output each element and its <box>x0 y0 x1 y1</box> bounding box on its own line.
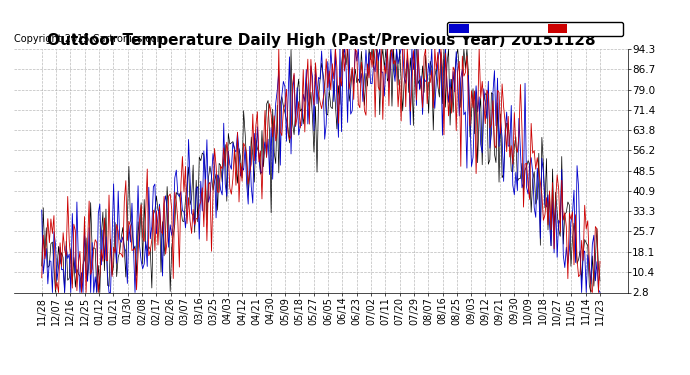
Text: Copyright 2015 Cartronics.com: Copyright 2015 Cartronics.com <box>14 34 166 44</box>
Title: Outdoor Temperature Daily High (Past/Previous Year) 20151128: Outdoor Temperature Daily High (Past/Pre… <box>46 33 595 48</box>
Legend: Previous  (°F), Past  (°F): Previous (°F), Past (°F) <box>447 22 623 36</box>
